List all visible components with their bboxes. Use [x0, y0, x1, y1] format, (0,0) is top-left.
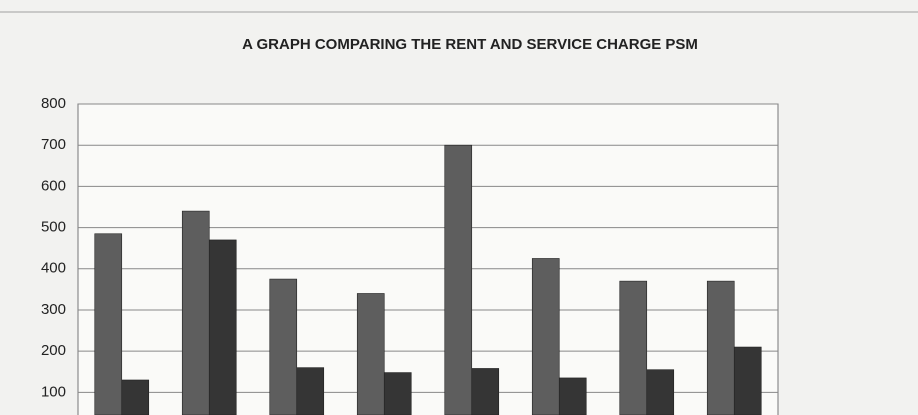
- bar: [94, 233, 123, 415]
- y-tick-label: 300: [41, 301, 66, 318]
- bar: [444, 144, 473, 415]
- bar: [558, 377, 587, 415]
- bar: [269, 278, 298, 415]
- y-tick-label: 400: [41, 260, 66, 277]
- y-tick-label: 200: [41, 342, 66, 359]
- bar: [208, 239, 237, 415]
- bar: [181, 210, 210, 415]
- y-tick-label: 600: [41, 177, 66, 194]
- bar: [356, 293, 385, 415]
- chart-title: A GRAPH COMPARING THE RENT AND SERVICE C…: [242, 36, 698, 53]
- y-tick-label: 100: [41, 383, 66, 400]
- y-tick-label: 700: [41, 136, 66, 153]
- bar: [383, 372, 412, 415]
- bar: [471, 368, 500, 415]
- bar: [706, 280, 735, 415]
- bar: [619, 280, 648, 415]
- bar: [531, 258, 560, 415]
- bar: [296, 367, 325, 415]
- y-tick-label: 500: [41, 219, 66, 236]
- bar: [646, 369, 675, 415]
- bar: [121, 379, 150, 415]
- bar: [733, 346, 762, 415]
- y-tick-label: 800: [41, 95, 66, 112]
